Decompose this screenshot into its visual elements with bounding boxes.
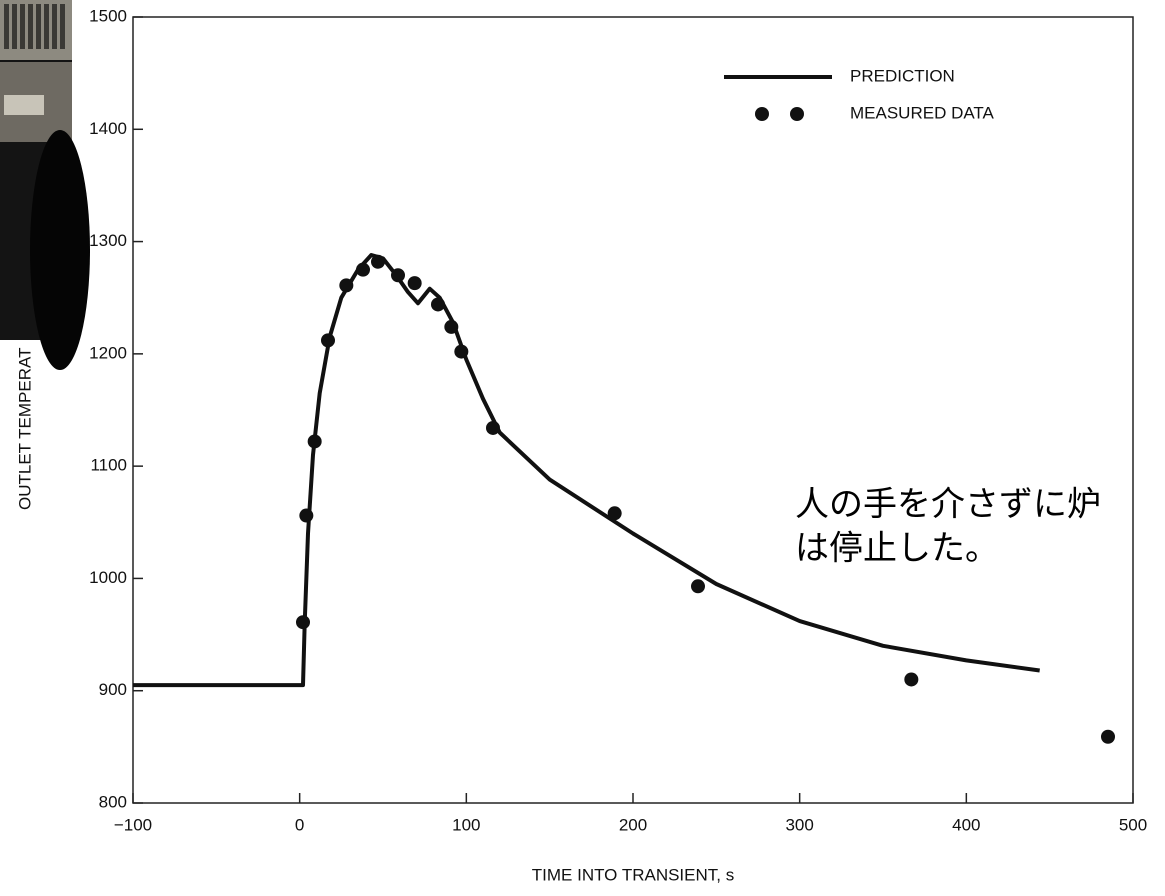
x-axis-label: TIME INTO TRANSIENT, s — [532, 865, 734, 884]
measured-point — [391, 268, 405, 282]
y-tick-label: 1000 — [89, 568, 127, 587]
measured-point — [356, 263, 370, 277]
photo-detail — [20, 4, 25, 49]
x-tick-label: 300 — [785, 815, 813, 834]
chart: TIME INTO TRANSIENT, s OUTLET TEMPERAT −… — [0, 0, 1165, 896]
legend-marker — [755, 107, 769, 121]
measured-point — [431, 297, 445, 311]
photo-detail — [28, 4, 33, 49]
measured-point — [691, 579, 705, 593]
measured-point — [339, 278, 353, 292]
photo-detail — [4, 95, 44, 115]
x-tick-label: 200 — [619, 815, 647, 834]
y-tick-label: 1300 — [89, 231, 127, 250]
measured-point — [299, 509, 313, 523]
photo-detail — [60, 4, 65, 49]
measured-point — [608, 506, 622, 520]
photo-detail — [4, 4, 9, 49]
prediction-line — [133, 255, 1040, 685]
measured-point — [371, 255, 385, 269]
x-tick-label: 400 — [952, 815, 980, 834]
measured-point — [296, 615, 310, 629]
page: {"chart_data": {"type": "line", "xlabel"… — [0, 0, 1165, 896]
legend-marker — [790, 107, 804, 121]
y-axis-label: OUTLET TEMPERAT — [15, 348, 34, 510]
photo-detail — [36, 4, 41, 49]
measured-point — [486, 421, 500, 435]
y-tick-label: 1400 — [89, 119, 127, 138]
photo-overlay — [0, 0, 90, 370]
measured-point — [408, 276, 422, 290]
measured-point — [308, 434, 322, 448]
x-tick-label: −100 — [114, 815, 152, 834]
photo-detail — [52, 4, 57, 49]
measured-point — [454, 345, 468, 359]
y-tick-label: 800 — [99, 792, 127, 811]
measured-point — [444, 320, 458, 334]
photo-detail — [12, 4, 17, 49]
measured-point — [1101, 730, 1115, 744]
y-tick-label: 1200 — [89, 343, 127, 362]
y-tick-label: 1500 — [89, 6, 127, 25]
measured-point — [321, 333, 335, 347]
subtitle: 人の手を介さずに炉 — [795, 485, 1101, 525]
x-tick-label: 100 — [452, 815, 480, 834]
subtitle: は停止した。 — [795, 529, 999, 569]
legend-label: PREDICTION — [850, 66, 955, 85]
legend-label: MEASURED DATA — [850, 103, 995, 122]
y-tick-label: 1100 — [90, 456, 127, 475]
photo-figure — [30, 130, 90, 370]
y-tick-label: 900 — [99, 680, 127, 699]
x-tick-label: 0 — [295, 815, 304, 834]
measured-point — [904, 672, 918, 686]
x-tick-label: 500 — [1119, 815, 1147, 834]
photo-detail — [44, 4, 49, 49]
